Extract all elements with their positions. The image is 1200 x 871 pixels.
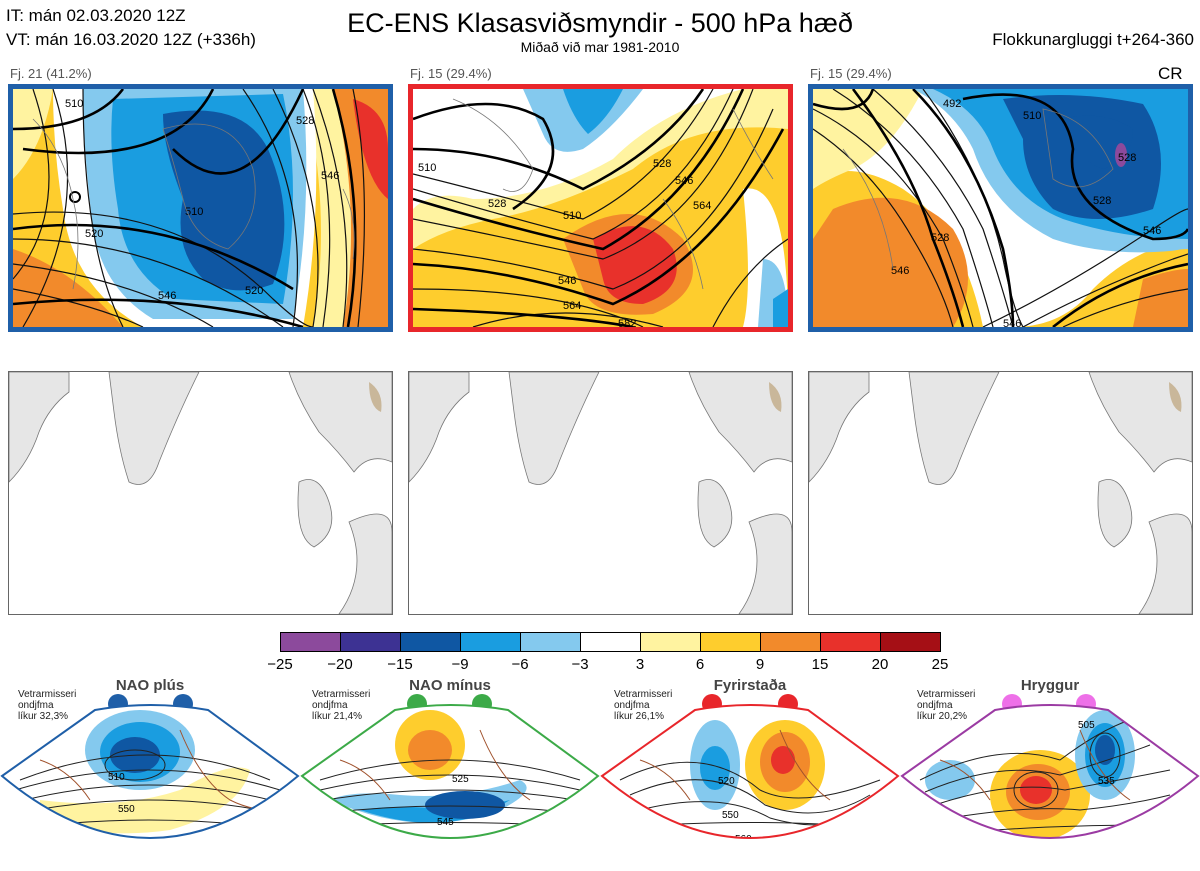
contour-label: 560: [1092, 837, 1109, 848]
regime-2-note: Vetrarmisseri ondjfma líkur 21,4%: [312, 689, 370, 722]
colorbar-tick: −15: [387, 656, 413, 673]
note-line: líkur 32,3%: [18, 711, 69, 722]
note-line: ondjfma: [312, 700, 348, 711]
regime-4-title: Hryggur: [1020, 677, 1080, 694]
colorbar-tick: −20: [327, 656, 353, 673]
note-line: ondjfma: [917, 700, 953, 711]
classification-window: Flokkunargluggi t+264-360: [992, 30, 1194, 49]
contour-label: 564: [693, 200, 711, 212]
page-title: EC-ENS Klasasviðsmyndir - 500 hPa hæð: [347, 8, 853, 38]
note-line: ondjfma: [614, 700, 650, 711]
contour-label: 560: [735, 834, 752, 845]
contour-label: 528: [653, 158, 671, 170]
colorbar-tick: −3: [571, 656, 589, 673]
init-time: IT: mán 02.03.2020 12Z: [6, 6, 186, 25]
colorbar-tick: 3: [635, 656, 645, 673]
colorbar-tick: −9: [451, 656, 469, 673]
cr-label: CR: [1158, 64, 1183, 83]
note-line: líkur 26,1%: [614, 711, 665, 722]
contour-label: 565: [447, 852, 464, 863]
colorbar-tick: 25: [931, 656, 949, 673]
contour-label: 545: [437, 817, 454, 828]
colorbar-swatch: [760, 632, 821, 652]
colorbar-swatch: [580, 632, 641, 652]
colorbar-tick: 6: [695, 656, 705, 673]
cluster-3-map: 492 510 528 528 546 546 528 546: [808, 84, 1193, 332]
blank-map-2: [408, 371, 793, 615]
cluster-1-map: 510 510 520 520 546 546 528: [8, 84, 393, 332]
contour-label: 546: [1003, 318, 1021, 327]
colorbar-swatch: [820, 632, 881, 652]
colorbar-swatch: [400, 632, 461, 652]
cluster-2-map: 510 510 528 528 546 546 564 564 582: [408, 84, 793, 332]
regime-2-title: NAO mínus: [409, 677, 491, 694]
contour-label: 528: [488, 198, 506, 210]
note-line: Vetrarmisseri: [614, 689, 673, 700]
regime-1-title: NAO plús: [115, 677, 185, 694]
colorbar-swatch: [700, 632, 761, 652]
colorbar-tick: 20: [871, 656, 889, 673]
contour-label: 546: [1143, 225, 1161, 237]
contour-label: 550: [118, 804, 135, 815]
note-line: ondjfma: [18, 700, 54, 711]
page-subtitle: Miðað við mar 1981-2010: [520, 39, 680, 55]
contour-label: 546: [321, 170, 339, 182]
regime-3-title: Fyrirstaða: [713, 677, 787, 694]
contour-label: 492: [943, 98, 961, 110]
colorbar-tick: −6: [511, 656, 529, 673]
contour-label: 546: [558, 275, 576, 287]
colorbar-swatch: [460, 632, 521, 652]
contour-label: 510: [185, 206, 203, 218]
colorbar-swatch: [340, 632, 401, 652]
contour-label: 546: [891, 265, 909, 277]
contour-label: 564: [563, 300, 581, 312]
contour-label: 528: [1118, 152, 1136, 164]
regime-3-note: Vetrarmisseri ondjfma líkur 26,1%: [614, 689, 672, 722]
contour-label: 528: [1093, 195, 1111, 207]
contour-label: 520: [85, 228, 103, 240]
colorbar-swatch: [880, 632, 941, 652]
contour-label: 582: [618, 318, 636, 327]
note-line: Vetrarmisseri: [312, 689, 371, 700]
note-line: líkur 20,2%: [917, 711, 968, 722]
contour-label: 550: [722, 810, 739, 821]
cluster-2-label: Fj. 15 (29.4%): [410, 66, 492, 81]
contour-label: 510: [418, 162, 436, 174]
contour-label: 535: [1098, 776, 1115, 787]
contour-label: 505: [1078, 720, 1095, 731]
colorbar-swatch: [280, 632, 341, 652]
regime-1-note: Vetrarmisseri ondjfma líkur 32,3%: [18, 689, 76, 722]
cluster-1-label: Fj. 21 (41.2%): [10, 66, 92, 81]
contour-label: 546: [675, 175, 693, 187]
colorbar-tick: 15: [811, 656, 829, 673]
note-line: Vetrarmisseri: [18, 689, 77, 700]
colorbar-swatch: [520, 632, 581, 652]
contour-label: 510: [563, 210, 581, 222]
contour-label: 528: [296, 115, 314, 127]
contour-label: 520: [245, 285, 263, 297]
contour-label: 546: [158, 290, 176, 302]
cluster-3-label: Fj. 15 (29.4%): [810, 66, 892, 81]
note-line: Vetrarmisseri: [917, 689, 976, 700]
regime-maps: 510 550 525 545 565: [0, 704, 1200, 863]
contour-label: 510: [1023, 110, 1041, 122]
colorbar-tick: −25: [267, 656, 293, 673]
contour-label: 528: [931, 232, 949, 244]
note-line: líkur 21,4%: [312, 711, 363, 722]
contour-label: 520: [718, 776, 735, 787]
blank-map-3: [808, 371, 1193, 615]
contour-label: 510: [108, 772, 125, 783]
blank-map-1: [8, 371, 393, 615]
contour-label: 510: [65, 98, 83, 110]
regime-4-note: Vetrarmisseri ondjfma líkur 20,2%: [917, 689, 975, 722]
valid-time: VT: mán 16.03.2020 12Z (+336h): [6, 30, 256, 49]
contour-label: 525: [452, 774, 469, 785]
colorbar-tick: 9: [755, 656, 765, 673]
colorbar-swatch: [640, 632, 701, 652]
